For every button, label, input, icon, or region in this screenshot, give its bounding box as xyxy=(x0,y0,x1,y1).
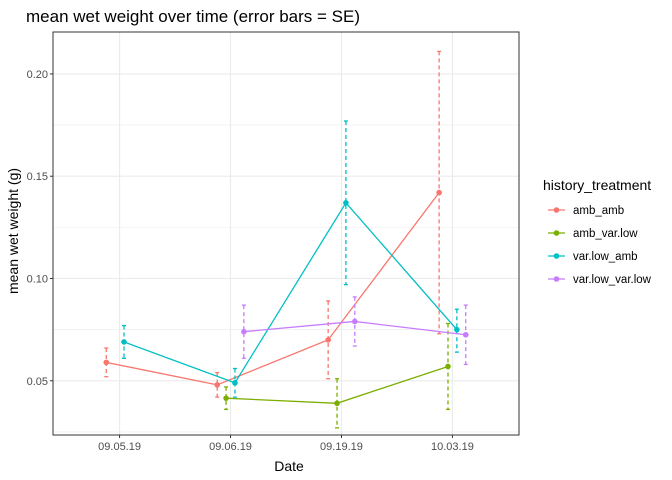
legend-item: amb_var.low xyxy=(548,228,638,240)
series-var-low-amb xyxy=(121,120,460,398)
data-point xyxy=(351,318,358,325)
panel-border xyxy=(52,31,520,436)
data-point xyxy=(462,331,469,338)
panel-background xyxy=(53,32,519,435)
series-var-low-var-low xyxy=(241,296,469,366)
data-point xyxy=(214,382,221,388)
legend-title: history_treatment xyxy=(543,177,651,193)
x-axis-title: Date xyxy=(274,458,304,474)
legend: history_treatment amb_amb amb_var.low var.… xyxy=(543,177,652,286)
legend-label: amb_var.low xyxy=(573,228,638,240)
data-point xyxy=(343,200,349,206)
legend-key-point xyxy=(553,253,560,259)
y-tick-label: 0.20 xyxy=(27,69,48,81)
data-point xyxy=(232,380,238,386)
data-point xyxy=(223,395,229,401)
data-point xyxy=(334,400,340,407)
series-group xyxy=(52,31,520,436)
chart-title: mean wet weight over time (error bars = … xyxy=(26,7,360,26)
y-tick-label: 0.05 xyxy=(27,376,48,388)
series-amb-amb xyxy=(103,50,442,398)
series-line xyxy=(123,201,458,384)
data-point xyxy=(454,326,460,333)
legend-key-point xyxy=(553,207,560,213)
y-axis-title: mean wet weight (g) xyxy=(5,168,21,294)
series-amb-var-low xyxy=(223,322,451,429)
series-line xyxy=(106,192,440,386)
data-point xyxy=(121,339,127,345)
x-tick-label: 10.03.19 xyxy=(431,441,474,453)
plot-panel xyxy=(53,32,519,435)
x-tick-label: 09.06.19 xyxy=(209,441,252,453)
legend-item: amb_amb xyxy=(548,205,624,217)
legend-item: var.low_var.low xyxy=(548,274,652,286)
x-tick-label: 09.05.19 xyxy=(98,441,141,453)
legend-key-point xyxy=(553,230,560,236)
legend-item: var.low_amb xyxy=(548,251,638,263)
data-point xyxy=(103,359,110,366)
legend-key-point xyxy=(553,276,560,282)
legend-label: amb_amb xyxy=(573,205,624,217)
legend-label: var.low_var.low xyxy=(573,274,652,286)
data-point xyxy=(241,328,247,335)
data-point xyxy=(436,189,442,196)
y-tick-label: 0.10 xyxy=(27,274,48,286)
y-tick-label: 0.15 xyxy=(27,171,48,183)
x-tick-label: 09.19.19 xyxy=(320,441,363,453)
legend-label: var.low_amb xyxy=(573,251,638,263)
data-point xyxy=(325,337,331,343)
data-point xyxy=(445,363,451,370)
